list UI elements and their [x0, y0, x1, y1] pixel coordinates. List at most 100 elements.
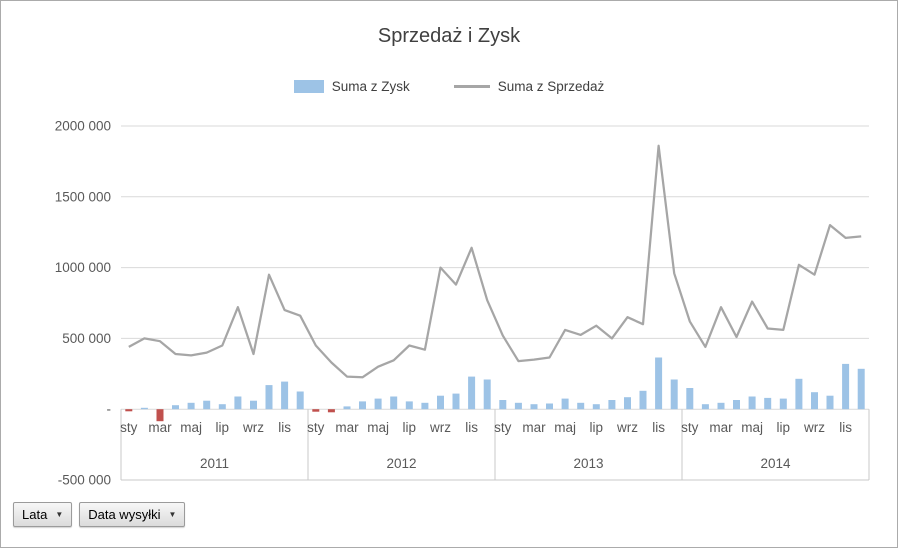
bar — [592, 404, 600, 410]
bar — [156, 409, 164, 422]
bar — [281, 381, 289, 410]
bar — [811, 392, 818, 410]
sprzedaz-line — [128, 144, 862, 379]
month-tick-label: wrz — [616, 420, 638, 435]
bar — [343, 406, 351, 410]
bar — [296, 391, 304, 410]
bar — [764, 397, 772, 410]
bar — [140, 407, 148, 410]
zysk-bar-swatch — [293, 80, 324, 93]
bar — [670, 379, 678, 410]
field-button-data-wysylki[interactable]: Data wysyłki ▼ — [79, 502, 186, 527]
bar — [499, 400, 507, 410]
pivot-field-buttons: Lata ▼ Data wysyłki ▼ — [13, 502, 186, 527]
bar — [483, 379, 491, 410]
bar — [701, 404, 709, 410]
bar — [312, 409, 320, 412]
chevron-down-icon: ▼ — [168, 510, 177, 519]
month-tick-label: wrz — [242, 420, 264, 435]
year-label: 2012 — [386, 456, 416, 471]
bar — [405, 401, 413, 410]
chevron-down-icon: ▼ — [55, 510, 64, 519]
month-tick-label: sty — [120, 420, 138, 435]
month-tick-label: mar — [709, 420, 733, 435]
bar — [561, 398, 569, 410]
legend-sprzedaz-label: Suma z Sprzedaż — [497, 79, 605, 94]
y-axis-label: -500 000 — [58, 473, 111, 488]
bar — [250, 400, 257, 410]
year-label: 2014 — [760, 456, 791, 471]
field-button-lata-label: Lata — [22, 507, 48, 522]
year-label: 2011 — [200, 456, 229, 471]
year-label: 2013 — [573, 456, 603, 471]
bar — [795, 378, 803, 410]
month-tick-label: sty — [681, 420, 699, 435]
month-tick-label: lis — [278, 420, 291, 435]
bar — [686, 388, 694, 410]
bar — [187, 402, 195, 410]
bar — [546, 403, 553, 410]
bar — [172, 405, 179, 410]
legend-zysk-label: Suma z Zysk — [331, 79, 410, 94]
bar — [421, 402, 429, 410]
bar — [374, 398, 382, 410]
bar — [437, 395, 444, 410]
month-tick-label: sty — [307, 420, 325, 435]
bar — [826, 395, 834, 410]
bar — [125, 409, 133, 412]
bar — [234, 396, 242, 410]
bar — [733, 400, 740, 410]
month-tick-label: maj — [367, 420, 389, 435]
bar — [655, 357, 663, 410]
bar — [390, 396, 398, 410]
bar — [608, 400, 616, 410]
bar — [359, 401, 366, 410]
month-tick-label: mar — [335, 420, 359, 435]
field-button-lata[interactable]: Lata ▼ — [13, 502, 73, 527]
month-tick-label: lip — [590, 420, 604, 435]
month-tick-label: lip — [216, 420, 230, 435]
bar — [327, 409, 335, 413]
month-tick-label: lis — [652, 420, 665, 435]
month-tick-label: lip — [777, 420, 791, 435]
month-tick-label: mar — [522, 420, 546, 435]
month-tick-label: wrz — [429, 420, 451, 435]
bar — [717, 402, 725, 410]
bar — [530, 404, 538, 410]
bar — [857, 368, 865, 410]
bar — [639, 390, 647, 410]
zysk-bars — [125, 357, 865, 422]
legend: Suma z Zysk Suma z Sprzedaż — [1, 79, 897, 94]
y-axis-label: 2000 000 — [55, 119, 111, 134]
bar — [514, 402, 522, 410]
bar — [468, 376, 476, 410]
bar — [577, 402, 585, 410]
bar — [624, 397, 631, 410]
bar — [218, 404, 226, 410]
y-axis-label: - — [107, 402, 112, 417]
bar — [842, 363, 850, 410]
y-axis-label: 1000 000 — [55, 260, 111, 275]
bar — [265, 385, 273, 410]
bar — [748, 396, 756, 410]
y-axis-label: 1500 000 — [55, 189, 111, 204]
month-tick-label: lip — [403, 420, 417, 435]
month-tick-label: wrz — [803, 420, 825, 435]
bar — [203, 400, 211, 410]
month-tick-label: mar — [148, 420, 172, 435]
gridlines — [121, 125, 869, 410]
month-tick-label: lis — [465, 420, 478, 435]
field-button-data-wysylki-label: Data wysyłki — [88, 507, 161, 522]
bar — [452, 393, 460, 410]
legend-item-zysk: Suma z Zysk — [293, 79, 410, 94]
month-tick-label: maj — [554, 420, 576, 435]
sprzedaz-line-swatch — [453, 85, 490, 88]
month-tick-label: lis — [839, 420, 852, 435]
chart-title: Sprzedaż i Zysk — [377, 25, 521, 47]
month-tick-label: sty — [494, 420, 512, 435]
y-axis-label: 500 000 — [62, 331, 111, 346]
month-tick-label: maj — [741, 420, 763, 435]
